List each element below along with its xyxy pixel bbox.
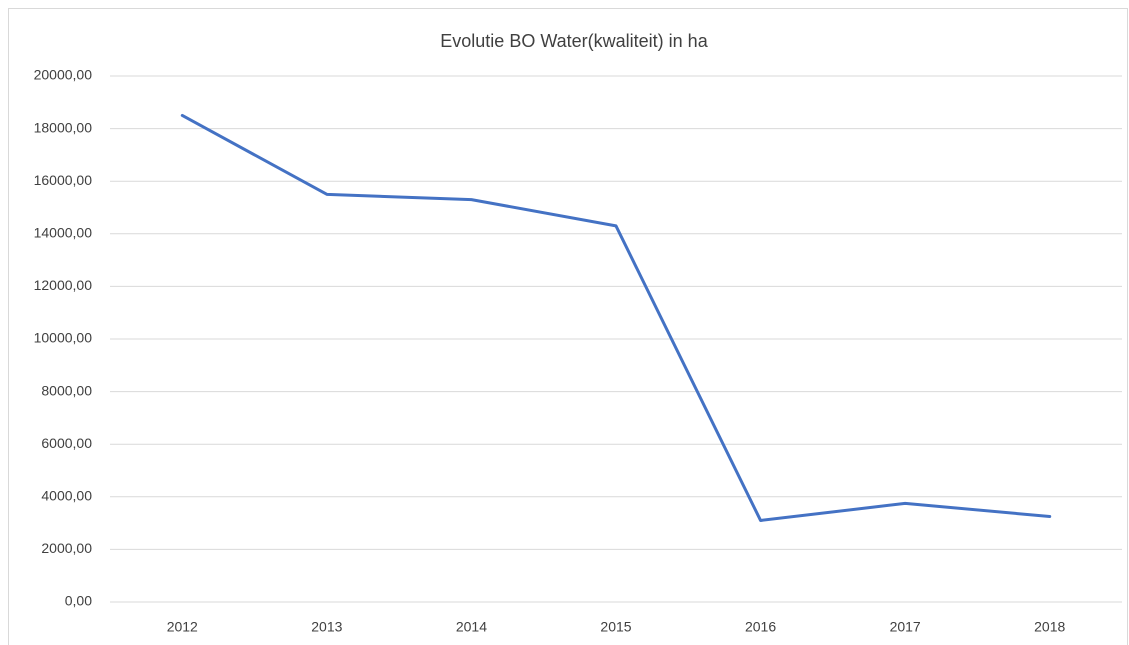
x-tick-label: 2015: [600, 619, 631, 635]
x-tick-label: 2017: [890, 619, 921, 635]
y-tick-label: 8000,00: [41, 382, 92, 398]
x-tick-label: 2012: [167, 619, 198, 635]
y-tick-label: 2000,00: [41, 540, 92, 556]
y-tick-label: 12000,00: [34, 277, 93, 293]
chart-title: Evolutie BO Water(kwaliteit) in ha: [440, 31, 708, 51]
y-tick-label: 10000,00: [34, 330, 93, 346]
y-tick-label: 0,00: [65, 593, 92, 609]
chart-frame: [8, 8, 1128, 645]
y-tick-label: 4000,00: [41, 488, 92, 504]
y-tick-label: 6000,00: [41, 435, 92, 451]
x-tick-label: 2016: [745, 619, 776, 635]
x-tick-label: 2018: [1034, 619, 1065, 635]
y-tick-label: 20000,00: [34, 67, 93, 83]
y-tick-label: 18000,00: [34, 119, 93, 135]
y-tick-label: 16000,00: [34, 172, 93, 188]
x-tick-label: 2014: [456, 619, 487, 635]
data-line: [180, 113, 1052, 522]
x-tick-label: 2013: [311, 619, 342, 635]
y-tick-label: 14000,00: [34, 225, 93, 241]
